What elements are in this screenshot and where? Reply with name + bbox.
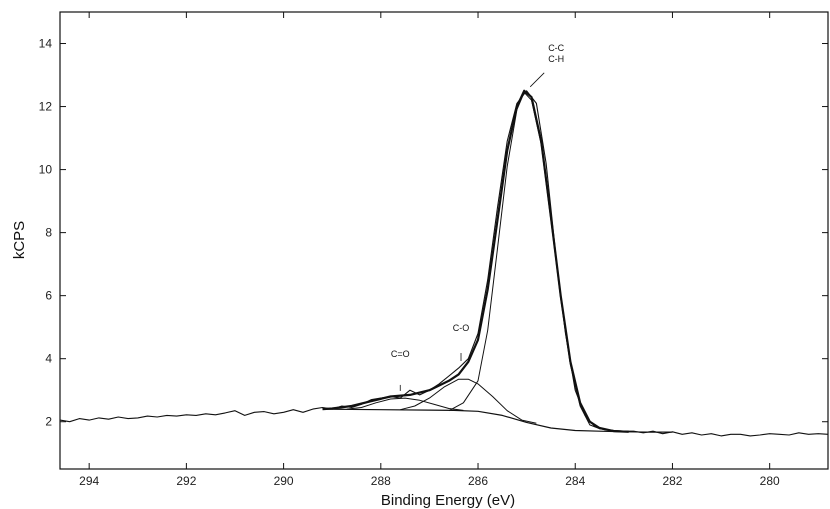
series-component-2 [448,91,629,432]
x-tick-label-290: 290 [274,474,294,488]
plot-frame [59,11,829,470]
y-tick-label-12: 12 [39,100,53,114]
x-tick-label-292: 292 [176,474,196,488]
x-axis-label: Binding Energy (eV) [381,492,515,509]
y-tick-label-8: 8 [45,226,52,240]
x-tick-label-282: 282 [662,474,682,488]
annotation-label-2-0: C=O [391,349,410,359]
x-tick-label-284: 284 [565,474,585,488]
annotation-label-1-0: C-O [453,323,470,333]
y-tick-label-14: 14 [39,37,53,51]
spectrum-lines [59,89,829,437]
x-tick-label-294: 294 [79,474,99,488]
series-component-4 [346,397,464,411]
series-envelope-1 [322,89,629,433]
y-tick-label-2: 2 [45,415,52,429]
annotation-label-0-0: C-C [548,43,564,53]
y-tick-label-10: 10 [39,163,53,177]
y-tick-label-6: 6 [45,289,52,303]
x-tick-label-280: 280 [760,474,780,488]
series-background-5 [322,408,673,433]
series-component-3 [400,378,537,424]
x-tick-label-286: 286 [468,474,488,488]
series-raw-spectrum-0 [59,90,829,437]
annotation-leader-0 [529,72,545,88]
axis-ticks: 294 292 290 288 286 284 282 280 2 4 6 8 10 12 14 [39,12,828,488]
y-axis-label: kCPS [11,221,28,259]
y-tick-label-4: 4 [45,352,52,366]
x-tick-label-288: 288 [371,474,391,488]
annotation-label-0-1: C-H [548,54,564,64]
peak-annotations: C-CC-H C-O C=O [391,43,565,391]
